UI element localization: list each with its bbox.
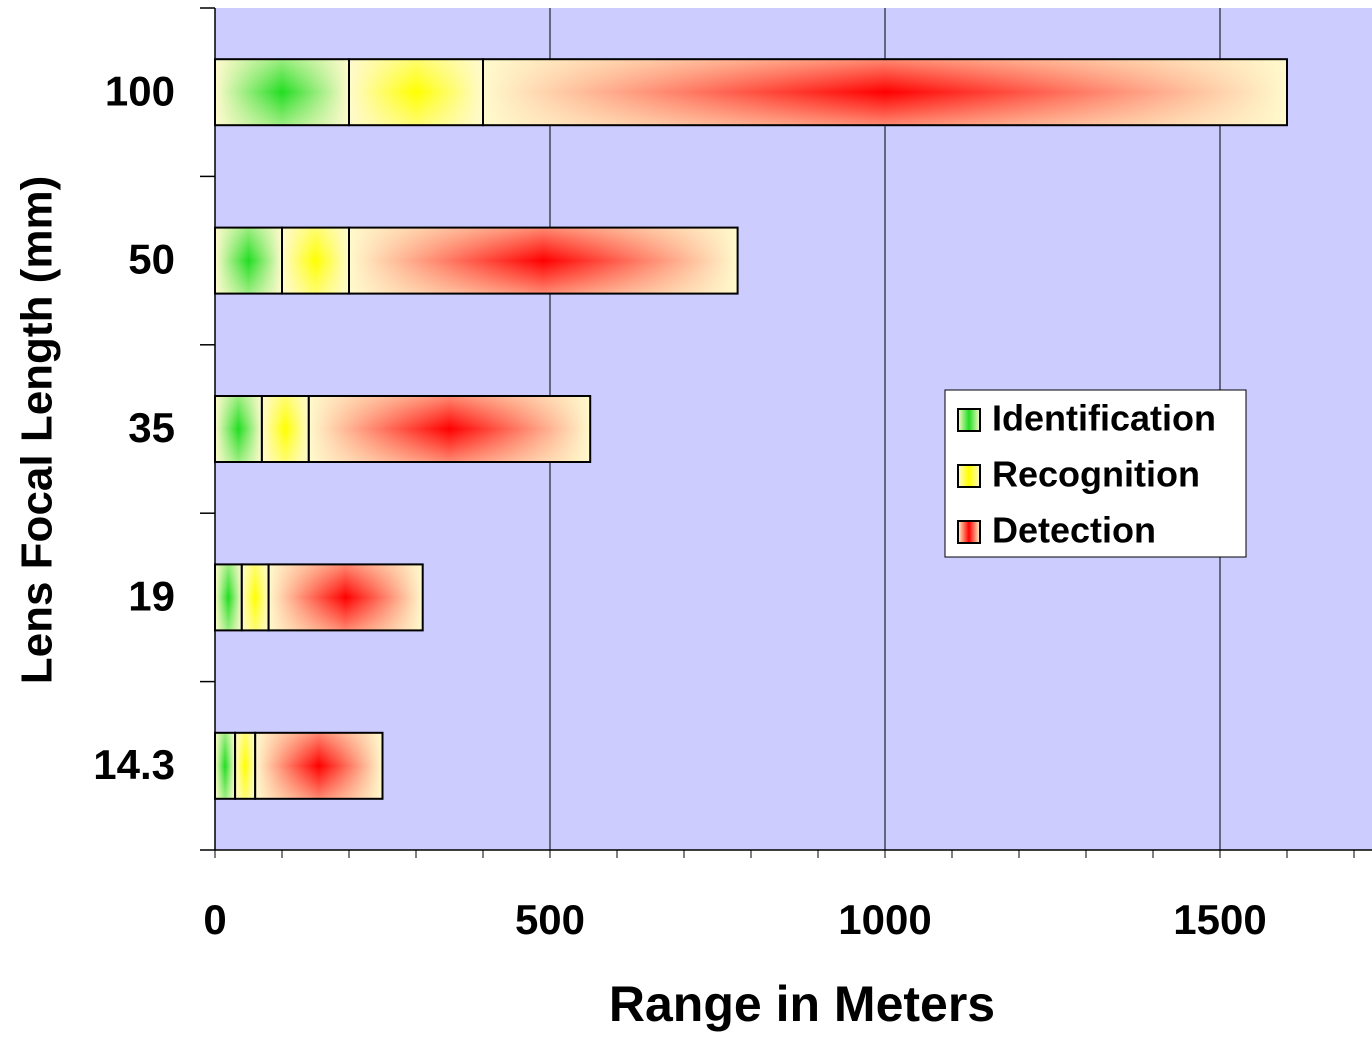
bar-shade [214, 395, 263, 463]
bar-shade [214, 226, 283, 295]
x-axis-title: Range in Meters [609, 976, 995, 1032]
y-axis-title: Lens Focal Length (mm) [13, 176, 62, 684]
bar-shade [482, 58, 1288, 127]
x-tick-label: 500 [515, 896, 585, 943]
legend-swatch [957, 408, 981, 432]
bar-shade [260, 395, 310, 463]
bar-shade [254, 731, 384, 800]
y-tick-label: 19 [128, 572, 175, 619]
legend-box [944, 389, 1247, 558]
bar-shade [307, 395, 592, 463]
y-tick-label: 35 [128, 404, 175, 451]
bar-shade [348, 226, 739, 295]
x-tick-label: 0 [203, 896, 226, 943]
bar-shade [281, 226, 350, 295]
legend-label: Detection [992, 510, 1156, 551]
legend-label: Recognition [992, 454, 1200, 495]
bar-shade [214, 563, 243, 632]
y-tick-label: 100 [105, 67, 175, 114]
bar-shade [214, 58, 350, 127]
x-tick-label: 1000 [838, 896, 931, 943]
legend-label: Identification [992, 398, 1216, 439]
bar-shade [234, 731, 257, 800]
bar-shade [214, 731, 237, 800]
x-tick-label: 1500 [1173, 896, 1266, 943]
bar-shade [267, 563, 424, 632]
bar-shade [348, 58, 484, 127]
legend-swatch [957, 520, 981, 544]
y-tick-label: 14.3 [93, 741, 175, 788]
legend-swatch [957, 464, 981, 488]
y-tick-label: 50 [128, 236, 175, 283]
bar-shade [240, 563, 270, 632]
